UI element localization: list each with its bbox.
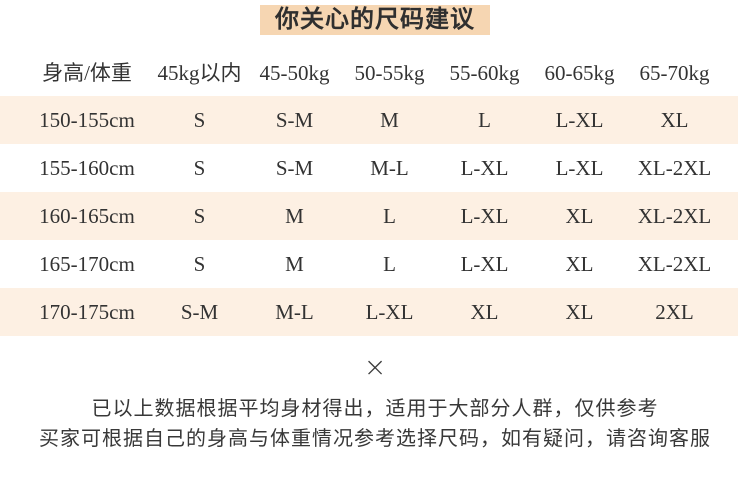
multiply-divider-symbol: × — [363, 352, 387, 383]
table-row: 150-155cm S S-M M L L-XL XL — [0, 96, 738, 144]
table-header-row: 身高/体重 45kg以内 45-50kg 50-55kg 55-60kg 60-65kg 6… — [0, 50, 738, 96]
column-header: 45kg以内 — [157, 60, 242, 85]
height-range-cell: 150-155cm — [39, 107, 135, 132]
table-row: 155-160cm S S-M M-L L-XL L-XL XL-2XL — [0, 144, 738, 192]
size-value-cell: 2XL — [655, 299, 694, 324]
height-range-cell: 155-160cm — [39, 155, 135, 180]
footnote-line-1: 已以上数据根据平均身材得出，适用于大部分人群，仅供参考 — [91, 398, 659, 420]
footnotes: 已以上数据根据平均身材得出，适用于大部分人群，仅供参考 买家可根据自己的身高与体… — [0, 394, 750, 454]
size-value-cell: XL — [660, 107, 689, 132]
size-value-cell: S — [193, 107, 206, 132]
size-value-cell: XL — [470, 299, 499, 324]
size-value-cell: M — [285, 203, 304, 228]
size-value-cell: XL — [565, 299, 594, 324]
title-bar: 你关心的尺码建议 — [0, 0, 750, 36]
size-value-cell: S-M — [275, 107, 314, 132]
column-header: 45-50kg — [259, 60, 330, 85]
size-value-cell: S — [193, 155, 206, 180]
size-value-cell: M — [380, 107, 399, 132]
table-row: 165-170cm S M L L-XL XL XL-2XL — [0, 240, 738, 288]
size-value-cell: M — [285, 251, 304, 276]
size-value-cell: XL — [565, 251, 594, 276]
height-range-cell: 170-175cm — [39, 299, 135, 324]
height-range-cell: 165-170cm — [39, 251, 135, 276]
size-value-cell: L-XL — [555, 155, 604, 180]
size-value-cell: L-XL — [460, 251, 509, 276]
size-value-cell: L-XL — [555, 107, 604, 132]
size-value-cell: L-XL — [460, 155, 509, 180]
size-value-cell: S-M — [180, 299, 219, 324]
size-value-cell: XL-2XL — [637, 155, 712, 180]
size-value-cell: M-L — [275, 299, 314, 324]
page-title: 你关心的尺码建议 — [260, 5, 490, 35]
size-value-cell: XL-2XL — [637, 203, 712, 228]
size-value-cell: S — [193, 251, 206, 276]
size-value-cell: L-XL — [460, 203, 509, 228]
column-header: 50-55kg — [354, 60, 425, 85]
table-row: 170-175cm S-M M-L L-XL XL XL 2XL — [0, 288, 738, 336]
footnote-line-2: 买家可根据自己的身高与体重情况参考选择尺码，如有疑问，请咨询客服 — [39, 428, 711, 450]
size-value-cell: L — [383, 203, 396, 228]
size-value-cell: XL-2XL — [637, 251, 712, 276]
size-value-cell: L-XL — [365, 299, 414, 324]
column-header: 55-60kg — [449, 60, 520, 85]
size-value-cell: L — [383, 251, 396, 276]
size-value-cell: M-L — [370, 155, 409, 180]
column-header: 身高/体重 — [42, 60, 132, 85]
size-table: 身高/体重 45kg以内 45-50kg 50-55kg 55-60kg 60-65kg 6… — [0, 50, 750, 336]
height-range-cell: 160-165cm — [39, 203, 135, 228]
column-header: 65-70kg — [639, 60, 710, 85]
size-value-cell: S-M — [275, 155, 314, 180]
size-value-cell: L — [478, 107, 491, 132]
size-value-cell: S — [193, 203, 206, 228]
size-value-cell: XL — [565, 203, 594, 228]
table-row: 160-165cm S M L L-XL XL XL-2XL — [0, 192, 738, 240]
column-header: 60-65kg — [544, 60, 615, 85]
